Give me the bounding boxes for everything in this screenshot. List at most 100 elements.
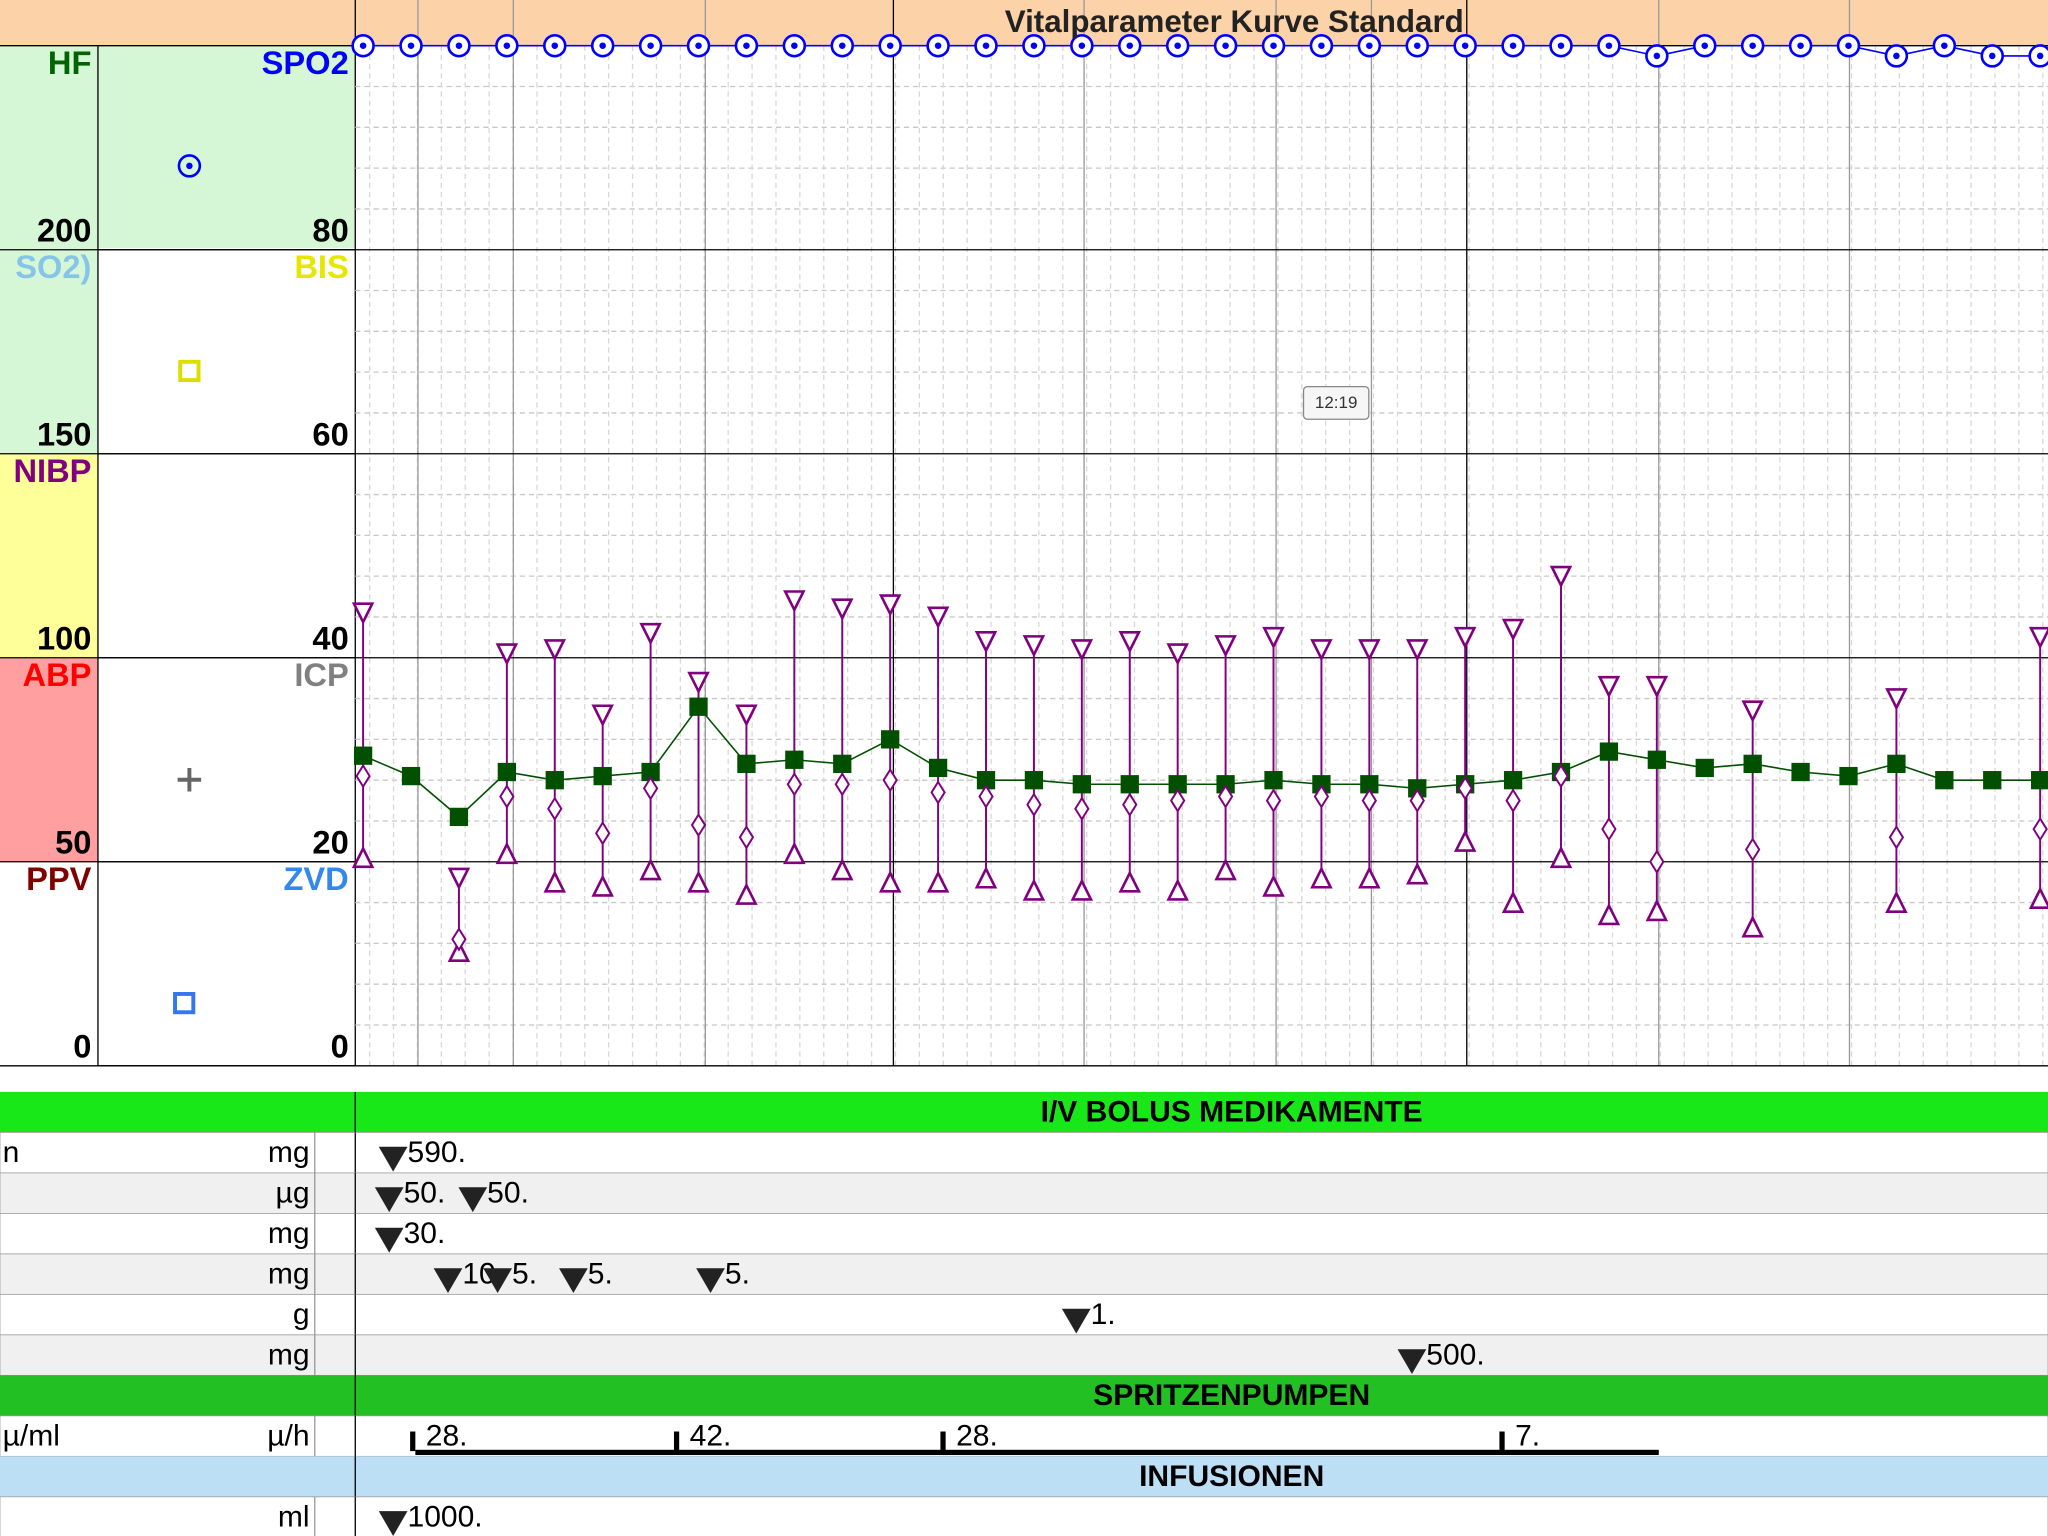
spo2-dot [1749,42,1756,49]
nibp-mean [1888,825,1905,850]
spo2-dot [407,42,415,49]
nibp-dia [543,870,567,893]
hf-point [545,771,564,790]
spo2-dot [1845,42,1852,49]
hf-point [1887,754,1906,773]
bolus-marker [374,1187,404,1213]
nibp-dia [1070,878,1094,901]
spo2-point [1788,33,1813,58]
nibp-dia [1645,898,1669,922]
bolus-marker [374,1227,404,1253]
entry: 50. [404,1176,446,1209]
band-label: SPO2 [262,44,349,81]
y-tick-label: 100 [37,619,91,656]
y-tick-label: 50 [55,823,91,860]
entry: 50. [487,1176,529,1209]
band-label: HF [48,44,92,81]
nibp-sys [591,704,614,727]
spo2-point [1884,44,1909,68]
spo2-dot [1988,52,1996,60]
nibp-dia [831,857,854,881]
nibp-sys [1118,630,1142,654]
table-row [0,1415,2048,1457]
spo2-dot [503,42,511,49]
spo2-point [1740,33,1765,58]
band-label: BIS [294,248,348,285]
spo2-point [495,33,519,58]
row-unit: mg [268,1257,310,1290]
nibp-dia [639,857,662,881]
spo2-dot [1941,42,1948,49]
nibp-mean [1313,784,1330,809]
grid [0,0,2048,1067]
chart-title: Vitalparameter Kurve Standard [1005,4,1464,39]
nibp-mean [690,812,707,838]
spo2-dot [1461,42,1469,49]
spo2-dot [455,42,463,49]
hf-point [1599,742,1619,761]
y2-tick-label: 0 [331,1027,349,1064]
spo2-dot [1893,52,1900,60]
band-label: PPV [26,860,92,897]
hf-point [1024,771,1044,790]
nibp-sys [735,704,758,727]
marks [351,33,2048,962]
legend-icon [177,154,202,178]
spo2-point [1453,33,1477,58]
nibp-sys [1070,639,1094,662]
spo2-dot [1701,42,1709,49]
spo2-point [1836,33,1861,58]
nibp-dia [1501,890,1525,914]
nibp-mean [1409,788,1425,813]
nibp-mean [786,771,803,797]
entry: 500. [1426,1338,1484,1371]
pump-tick [1499,1431,1505,1452]
y2-tick-label: 20 [312,823,348,860]
band-label: ABP [23,656,92,693]
bolus-marker [1397,1349,1427,1375]
spo2-dot [1413,42,1421,49]
legend-icon [186,162,193,170]
nibp-dia [1549,845,1573,869]
section-header [0,1375,2048,1416]
row-unit: mg [268,1217,310,1250]
nibp-mean [1074,796,1090,822]
spo2-point [1070,33,1094,58]
bolus-marker [378,1511,408,1536]
spo2-point [351,33,375,58]
hf-point [1647,750,1666,769]
entry: 5. [588,1257,613,1290]
nibp-mean [1169,788,1186,813]
hf-point [1072,775,1091,794]
spo2-point [1645,44,1669,68]
nibp-mean [1649,849,1665,875]
hf-point [689,697,708,716]
pump-tick [673,1431,680,1452]
nibp-sys [1214,635,1237,658]
nibp-mean [1361,788,1378,813]
row-unit: ml [278,1500,310,1533]
nibp-sys [1262,626,1285,650]
nibp-sys [1501,618,1525,642]
hf-point [785,750,804,769]
pump-line [415,1449,1659,1456]
spo2-dot [1318,42,1325,49]
section-header [0,1456,2048,1497]
entry: 590. [408,1136,466,1169]
spo2-dot [982,42,990,49]
nibp-dia [1597,902,1621,926]
nibp-dia [1022,878,1046,901]
nibp-sys [1358,639,1381,662]
hf-point [641,762,660,782]
table-row [0,1132,2048,1174]
nibp-sys [1406,639,1429,662]
spo2-point [447,33,471,58]
spo2-dot [1557,42,1565,49]
spo2-point [1692,33,1717,58]
nibp-dia [1310,866,1333,889]
spo2-point [734,33,759,58]
nibp-dia [2028,886,2048,909]
hf-point [976,771,996,790]
nibp-dia [1166,878,1189,901]
